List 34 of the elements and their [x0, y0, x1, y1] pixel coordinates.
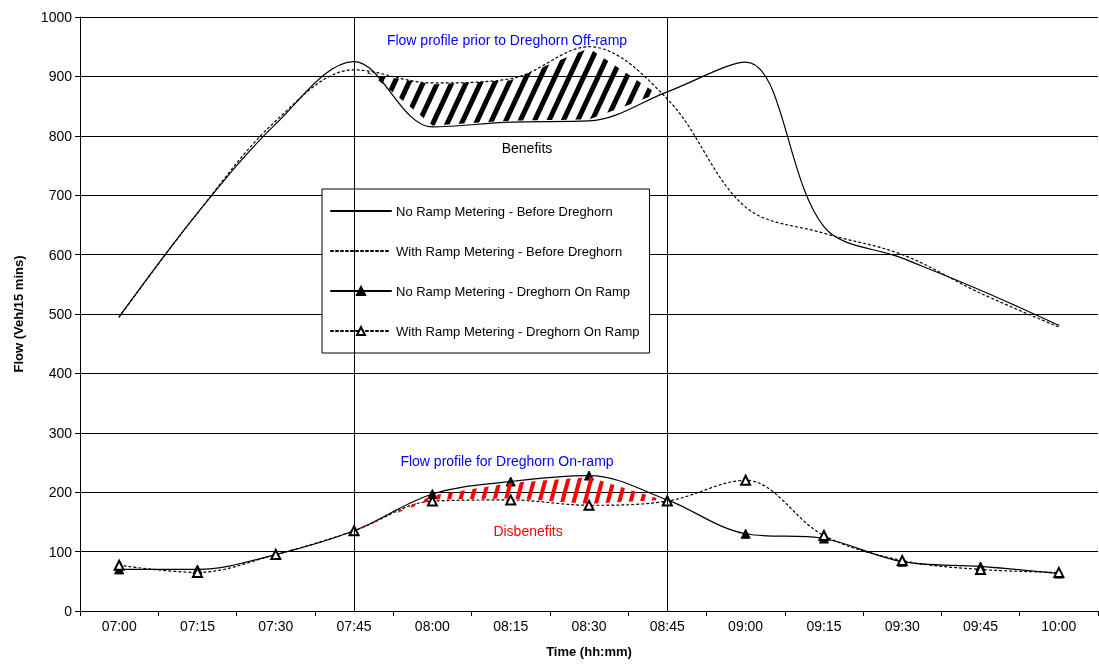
- annotation: Flow profile prior to Dreghorn Off-ramp: [386, 32, 628, 48]
- x-tick-label: 07:00: [101, 618, 137, 634]
- y-tick-label: 800: [48, 127, 73, 144]
- annotation: Disbenefits: [493, 523, 563, 539]
- y-tick-label: 400: [48, 365, 73, 382]
- x-tick-label: 07:15: [179, 618, 216, 634]
- y-tick-label: 0: [64, 603, 73, 619]
- y-tick-label: 600: [48, 246, 73, 263]
- y-tick-label: 300: [48, 424, 73, 441]
- x-tick-label: 07:30: [258, 618, 294, 634]
- x-tick-label: 07:45: [336, 618, 372, 634]
- y-tick-label: 100: [48, 543, 73, 560]
- legend-label: With Ramp Metering - Dreghorn On Ramp: [396, 323, 640, 339]
- annotation: Benefits: [501, 140, 553, 156]
- y-tick-label: 1000: [40, 9, 73, 25]
- x-tick-label: 08:00: [414, 618, 451, 634]
- legend-label: With Ramp Metering - Before Dreghorn: [396, 243, 623, 259]
- x-tick-label: 09:00: [728, 618, 764, 634]
- x-tick-label: 10:00: [1041, 618, 1077, 634]
- y-axis-title: Flow (Veh/15 mins): [11, 255, 26, 373]
- x-tick-label: 09:15: [806, 618, 842, 634]
- x-tick-label: 08:45: [649, 618, 686, 634]
- x-tick-label: 09:45: [963, 618, 999, 634]
- x-axis-title: Time (hh:mm): [546, 644, 632, 659]
- legend-label: No Ramp Metering - Dreghorn On Ramp: [396, 283, 631, 299]
- annotation: Flow profile for Dreghorn On-ramp: [400, 453, 614, 469]
- legend-label: No Ramp Metering - Before Dreghorn: [396, 203, 613, 219]
- x-tick-label: 08:30: [571, 618, 607, 634]
- y-tick-label: 900: [48, 68, 73, 85]
- y-tick-label: 700: [48, 187, 73, 204]
- y-tick-label: 200: [48, 484, 73, 501]
- x-tick-label: 08:15: [493, 618, 529, 634]
- x-tick-label: 09:30: [884, 618, 920, 634]
- y-tick-label: 500: [48, 306, 73, 322]
